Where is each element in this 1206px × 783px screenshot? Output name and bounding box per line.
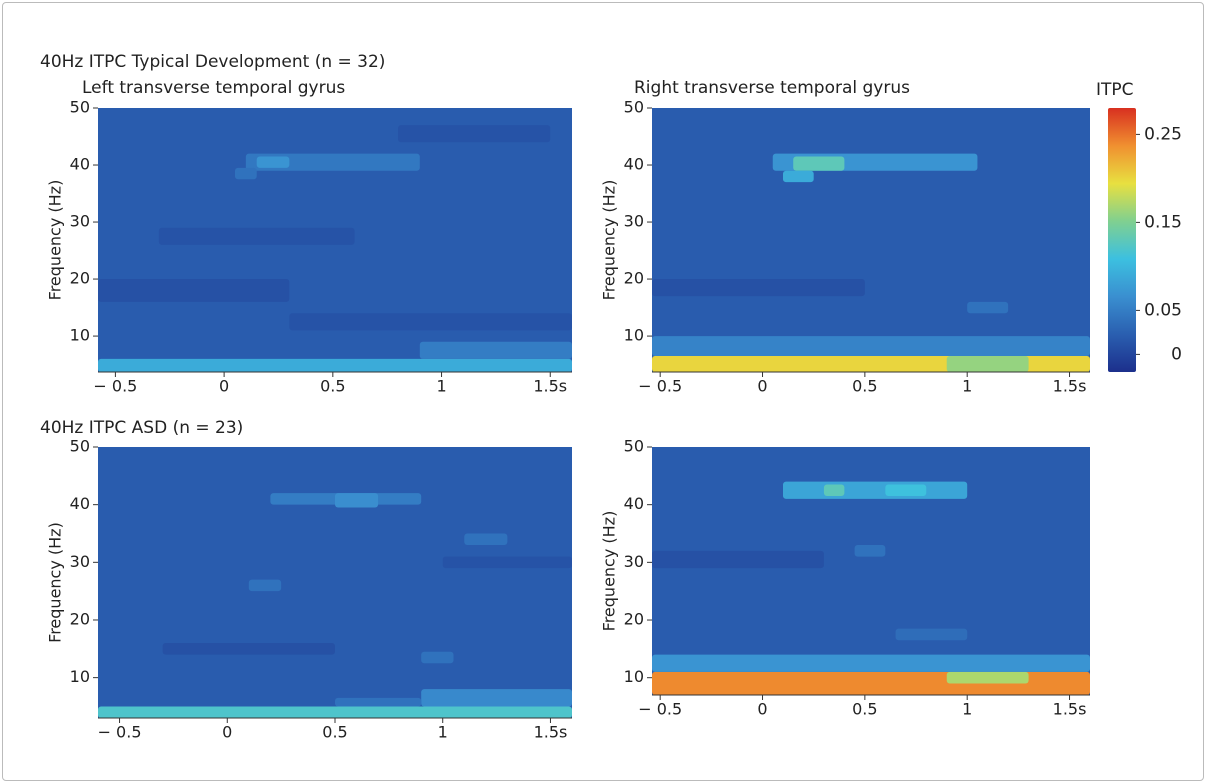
plot-area [652,447,1090,695]
y-tick-label: 20 [70,269,90,288]
heatmap-cell [335,697,422,707]
y-tick-label: 30 [624,552,644,571]
x-tick-label: 1.5s [534,723,568,742]
heatmap-cell [421,651,454,664]
x-tick-label: 0 [222,723,232,742]
heatmap-cell [464,533,508,546]
panel: Right transverse temporal gyrus102030405… [600,78,1090,396]
heatmap-cell [442,556,572,569]
heatmap-cell [782,481,968,499]
heatmap-cell [854,545,886,557]
x-tick-label: 1 [438,723,448,742]
heatmap-cell [946,671,1029,684]
heatmap-cell [967,301,1009,314]
heatmap-cell [335,493,379,508]
heatmap-cell [98,358,572,372]
heatmap-cell [793,156,845,171]
x-tick-label: 0 [757,377,767,396]
panel: 40Hz ITPC Typical Development (n = 32) Le… [40,52,572,396]
figure-title: 40Hz ITPC ASD (n = 23) [40,418,243,438]
x-tick-label: 0 [219,377,229,396]
x-tick-label: 0.5 [852,700,877,719]
colorbar-tick-label: 0.15 [1144,212,1182,232]
colorbar: ITPC 0 0.05 0.15 0.25 [1096,80,1182,372]
heatmap-cell [256,156,290,168]
heatmap-cell [98,706,572,718]
heatmap-cell [158,227,355,245]
y-tick-label: 10 [70,667,90,686]
y-tick-label: 50 [624,437,644,456]
y-tick-label: 10 [70,326,90,345]
heatmap-cell [248,579,282,592]
heatmap-cell [289,313,572,331]
y-tick-label: 50 [70,98,90,117]
panel-title: Left transverse temporal gyrus [82,78,345,98]
x-tick-label: − 0.5 [93,377,137,396]
x-tick-label: 0.5 [320,377,345,396]
panel-title: Right transverse temporal gyrus [634,78,910,98]
x-tick-label: − 0.5 [638,700,682,719]
x-tick-label: − 0.5 [98,723,142,742]
heatmap-background [98,447,572,718]
x-tick-label: 1.5s [533,377,567,396]
heatmap-cell [419,341,572,359]
y-tick-label: 40 [70,494,90,513]
heatmap-cell [652,550,824,569]
y-tick-label: 10 [624,326,644,345]
x-tick-label: 0 [757,700,767,719]
y-tick-label: 40 [624,494,644,513]
y-axis-label: Frequency (Hz) [46,180,65,301]
y-tick-label: 30 [70,212,90,231]
x-tick-label: 1 [436,377,446,396]
y-tick-label: 50 [70,437,90,456]
x-tick-label: 0.5 [852,377,877,396]
y-tick-label: 20 [624,269,644,288]
figure-title: 40Hz ITPC Typical Development (n = 32) [40,52,385,72]
y-tick-label: 50 [624,98,644,117]
heatmap-cell [234,167,257,180]
y-tick-label: 30 [624,212,644,231]
colorbar-bar [1108,108,1136,372]
y-tick-label: 20 [624,610,644,629]
y-axis-label: Frequency (Hz) [46,522,65,643]
heatmap-background [652,108,1090,372]
panel: 10 20 30 40 50 − 0.5 0 0.5 1 1.5s Frequency (Hz) [600,437,1090,719]
heatmap-cell [398,125,551,143]
heatmap-cell [823,484,845,497]
x-tick-label: 0.5 [322,723,347,742]
heatmap-cell [245,153,420,171]
y-tick-label: 40 [624,155,644,174]
heatmap-cell [782,170,814,183]
plot-area [98,108,572,372]
y-tick-label: 30 [70,552,90,571]
y-tick-label: 20 [70,609,90,628]
colorbar-tick-label: 0.05 [1144,300,1182,320]
plot-area [98,447,572,718]
y-axis-label: Frequency (Hz) [600,511,619,632]
x-tick-label: 1.5s [1053,700,1087,719]
colorbar-tick-label: 0 [1171,344,1182,364]
y-tick-label: 40 [70,155,90,174]
heatmap-cell [652,279,865,297]
heatmap-cell [421,689,572,707]
x-tick-label: 1.5s [1053,377,1087,396]
heatmap-cell [162,643,335,655]
x-tick-label: − 0.5 [638,377,682,396]
heatmap-cell [652,654,1090,672]
y-tick-label: 10 [624,667,644,686]
heatmap-cell [652,336,1090,357]
y-axis-label: Frequency (Hz) [600,180,619,301]
panel: 40Hz ITPC ASD (n = 23) 10 20 30 40 50 − 0.5 0 0.… [40,418,572,742]
x-tick-label: 1 [962,377,972,396]
colorbar-tick-label: 0.25 [1144,124,1182,144]
heatmap-cell [946,356,1029,372]
x-tick-label: 1 [962,700,972,719]
plot-area [652,108,1090,372]
heatmap-cell [885,484,927,497]
heatmap-cell [98,279,290,302]
heatmap-cell [895,628,968,641]
colorbar-label: ITPC [1096,80,1134,100]
